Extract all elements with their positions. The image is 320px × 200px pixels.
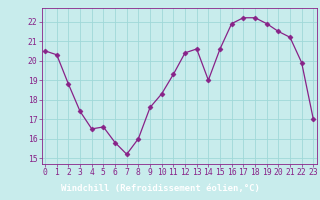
Text: Windchill (Refroidissement éolien,°C): Windchill (Refroidissement éolien,°C) (60, 184, 260, 193)
